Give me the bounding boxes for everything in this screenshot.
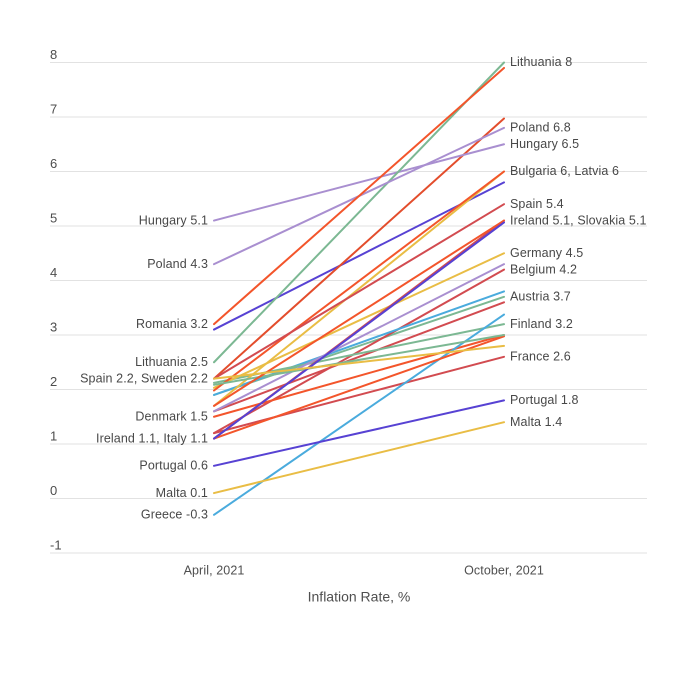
svg-text:Ireland 5.1, Slovakia 5.1: Ireland 5.1, Slovakia 5.1	[510, 213, 647, 227]
svg-text:5: 5	[50, 210, 57, 225]
svg-text:Malta 0.1: Malta 0.1	[156, 486, 208, 500]
svg-text:Finland 3.2: Finland 3.2	[510, 317, 573, 331]
svg-text:-1: -1	[50, 537, 62, 552]
svg-text:Inflation Rate, %: Inflation Rate, %	[308, 588, 411, 604]
svg-text:Bulgaria 6, Latvia 6: Bulgaria 6, Latvia 6	[510, 164, 619, 178]
svg-text:Spain 2.2, Sweden 2.2: Spain 2.2, Sweden 2.2	[80, 371, 208, 385]
svg-text:Portugal 0.6: Portugal 0.6	[139, 459, 208, 473]
svg-text:Spain 5.4: Spain 5.4	[510, 197, 564, 211]
svg-text:France 2.6: France 2.6	[510, 350, 571, 364]
svg-text:1: 1	[50, 428, 57, 443]
svg-text:April, 2021: April, 2021	[184, 564, 245, 578]
svg-text:2: 2	[50, 374, 57, 389]
svg-text:Malta 1.4: Malta 1.4	[510, 415, 562, 429]
svg-text:Poland 4.3: Poland 4.3	[147, 257, 208, 271]
svg-text:Portugal 1.8: Portugal 1.8	[510, 393, 579, 407]
svg-text:Lithuania 8: Lithuania 8	[510, 55, 572, 69]
svg-text:Germany 4.5: Germany 4.5	[510, 246, 583, 260]
svg-text:Poland 6.8: Poland 6.8	[510, 121, 571, 135]
svg-text:Romania 3.2: Romania 3.2	[136, 317, 208, 331]
svg-text:October, 2021: October, 2021	[464, 564, 544, 578]
svg-text:8: 8	[50, 47, 57, 62]
svg-text:Lithuania 2.5: Lithuania 2.5	[135, 355, 208, 369]
svg-text:Ireland 1.1, Italy 1.1: Ireland 1.1, Italy 1.1	[96, 431, 208, 445]
svg-text:Denmark 1.5: Denmark 1.5	[135, 409, 208, 423]
svg-text:0: 0	[50, 483, 57, 498]
svg-text:3: 3	[50, 319, 57, 334]
svg-text:4: 4	[50, 265, 57, 280]
svg-text:7: 7	[50, 101, 57, 116]
svg-text:Hungary 5.1: Hungary 5.1	[139, 213, 208, 227]
svg-text:6: 6	[50, 156, 57, 171]
svg-text:Austria 3.7: Austria 3.7	[510, 290, 571, 304]
svg-text:Hungary 6.5: Hungary 6.5	[510, 137, 579, 151]
svg-text:Greece -0.3: Greece -0.3	[141, 508, 208, 522]
svg-text:Belgium 4.2: Belgium 4.2	[510, 262, 577, 276]
